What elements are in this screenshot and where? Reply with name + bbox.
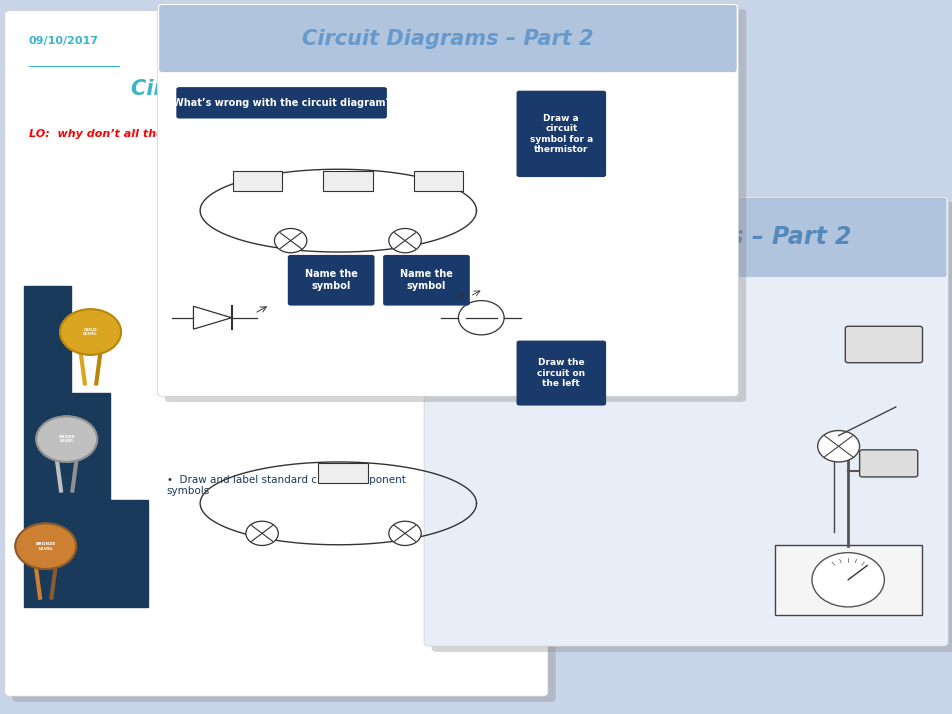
Text: If you need to use voltmeters
in your circuit you put them in
last, and you add : If you need to use voltmeters in your ci… bbox=[452, 296, 642, 354]
Circle shape bbox=[246, 521, 278, 545]
Text: Circuit Diagrams – Part 2: Circuit Diagrams – Part 2 bbox=[130, 79, 422, 99]
FancyBboxPatch shape bbox=[232, 171, 282, 191]
Text: •  Identify circuits as series or parallel: • Identify circuits as series or paralle… bbox=[167, 353, 393, 363]
Circle shape bbox=[274, 228, 307, 253]
FancyBboxPatch shape bbox=[413, 171, 463, 191]
Text: SILVER
LEVEL: SILVER LEVEL bbox=[58, 435, 75, 443]
Circle shape bbox=[15, 523, 76, 569]
FancyBboxPatch shape bbox=[176, 87, 387, 119]
Text: What’s wrong with the circuit diagram?: What’s wrong with the circuit diagram? bbox=[172, 98, 390, 108]
Text: GOLD
LEVEL: GOLD LEVEL bbox=[83, 328, 98, 336]
FancyBboxPatch shape bbox=[859, 450, 917, 477]
Text: Name the
symbol: Name the symbol bbox=[400, 269, 452, 291]
Text: Draw a
circuit
symbol for a
thermistor: Draw a circuit symbol for a thermistor bbox=[529, 114, 592, 154]
FancyBboxPatch shape bbox=[844, 326, 922, 363]
Text: Draw the
circuit on
the left: Draw the circuit on the left bbox=[537, 358, 585, 388]
Text: •  Accurately build and interpret
circuits from circuit diagram...: • Accurately build and interpret circuit… bbox=[167, 228, 335, 250]
FancyBboxPatch shape bbox=[426, 198, 945, 277]
Polygon shape bbox=[24, 286, 148, 607]
Text: Circuit Diagrams – Part 2: Circuit Diagrams – Part 2 bbox=[302, 29, 593, 49]
FancyBboxPatch shape bbox=[516, 341, 605, 406]
Circle shape bbox=[811, 553, 883, 607]
FancyBboxPatch shape bbox=[431, 202, 952, 652]
Circle shape bbox=[458, 301, 504, 335]
FancyBboxPatch shape bbox=[157, 4, 738, 396]
FancyBboxPatch shape bbox=[318, 463, 367, 483]
Text: Circuit Diagrams – Part 2: Circuit Diagrams – Part 2 bbox=[521, 226, 850, 249]
Text: •  Draw and label standard circuit component
symbols: • Draw and label standard circuit compon… bbox=[167, 475, 406, 496]
FancyBboxPatch shape bbox=[288, 255, 374, 306]
FancyBboxPatch shape bbox=[383, 255, 469, 306]
FancyBboxPatch shape bbox=[323, 171, 372, 191]
FancyBboxPatch shape bbox=[5, 11, 547, 696]
Polygon shape bbox=[193, 306, 231, 329]
Text: LO:  why don’t all the bulbs go out when one bulb breaks?: LO: why don’t all the bulbs go out when … bbox=[29, 129, 394, 139]
FancyBboxPatch shape bbox=[424, 196, 947, 646]
Circle shape bbox=[817, 431, 859, 462]
Text: 09/10/2017: 09/10/2017 bbox=[29, 36, 98, 46]
Circle shape bbox=[388, 228, 421, 253]
FancyBboxPatch shape bbox=[159, 5, 736, 72]
Circle shape bbox=[36, 416, 97, 462]
FancyBboxPatch shape bbox=[774, 545, 921, 615]
Text: Electricity: Electricity bbox=[451, 36, 514, 46]
Text: BRONZE
LEVEL: BRONZE LEVEL bbox=[35, 542, 56, 550]
Text: Name the
symbol: Name the symbol bbox=[305, 269, 357, 291]
FancyBboxPatch shape bbox=[165, 9, 745, 402]
Circle shape bbox=[60, 309, 121, 355]
FancyBboxPatch shape bbox=[516, 91, 605, 177]
Circle shape bbox=[388, 521, 421, 545]
FancyBboxPatch shape bbox=[12, 16, 555, 702]
